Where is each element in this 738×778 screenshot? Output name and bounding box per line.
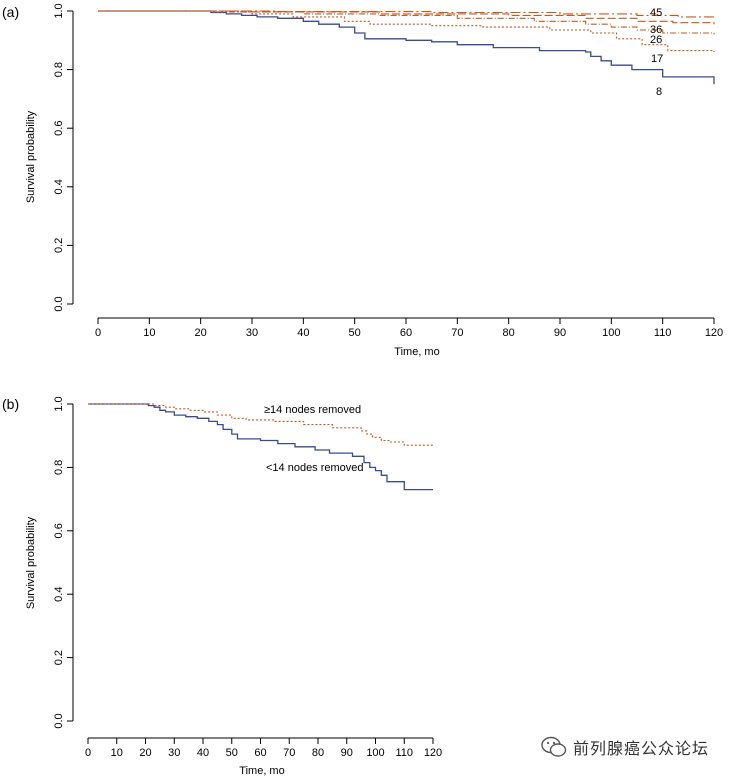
x-tick-label: 100 [602,327,620,339]
panel-b-series-group [88,403,434,491]
annotation-8: 8 [656,86,662,98]
y-tick-label: 0.2 [53,650,65,665]
panel-b-x-axis-title: Time, mo [239,765,284,777]
x-tick-label: 30 [246,327,258,339]
y-tick-label: 0.0 [53,296,65,311]
panel-a-y-axis: 0.0 0.2 0.4 0.6 0.8 1.0 [53,3,74,312]
wechat-icon [541,736,567,757]
x-tick-label: 60 [400,327,412,339]
x-tick-label: 50 [349,327,361,339]
x-tick-label: 60 [254,747,266,759]
y-tick-label: 0.4 [53,179,65,194]
y-tick-label: 0.6 [53,121,65,136]
x-tick-label: 20 [139,747,151,759]
y-tick-label: 0.8 [53,460,65,475]
y-tick-label: 0.8 [53,62,65,77]
y-tick-label: 0.6 [53,523,65,538]
watermark-text: 前列腺癌公众论坛 [573,739,710,758]
x-tick-label: 50 [226,747,238,759]
annotation-45: 45 [650,7,662,19]
panel-a: (a) 0.00.20.40.60.81.0 0 10 20 30 40 50 60 70 80… [2,3,723,358]
series-line-a-45 [98,10,714,18]
y-tick-label: 1.0 [53,396,65,411]
series-line-a-36 [98,10,715,25]
y-tick-label: 1.0 [53,3,65,18]
series-line-a-8 [98,10,715,85]
x-tick-label: 80 [312,747,324,759]
panel-a-y-axis-title: Survival probability [25,110,37,203]
x-tick-label: 80 [503,327,515,339]
watermark: 前列腺癌公众论坛 [541,733,709,761]
annotation-36: 36 [650,24,662,36]
x-tick-label: 40 [297,327,309,339]
annotation-17: 17 [651,53,663,65]
x-tick-label: 120 [424,747,442,759]
x-tick-label: 0 [95,327,101,339]
series-line-a-26 [98,10,715,35]
annotation-26: 26 [650,34,662,46]
panel-a-x-axis-title: Time, mo [394,346,439,358]
panel-b-y-axis-title: Survival probability [25,516,37,609]
x-tick-label: 30 [168,747,180,759]
panel-b: (b) 0.0 0.2 0.4 0.6 0.8 1.0 0 10 20 30 40 50 60 70 80… [2,396,442,777]
x-tick-label: 70 [451,327,463,339]
x-tick-label: 100 [366,747,384,759]
series-line-b--14-nodes-removed [88,403,434,447]
panel-b-label: (b) [2,396,19,412]
x-tick-label: 0 [85,747,91,759]
x-tick-label: 40 [197,747,209,759]
panel-a-series-group [98,10,715,85]
x-tick-label: 110 [395,747,413,759]
y-tick-label: 0.2 [53,238,65,253]
series-line-a-17 [98,10,715,52]
x-tick-label: 90 [341,747,353,759]
panel-b-x-axis: 0 10 20 30 40 50 60 70 80 90 100 110 120 [85,737,442,759]
y-tick-label: 0.0 [53,713,65,728]
x-tick-label: 20 [195,327,207,339]
x-tick-label: 70 [283,747,295,759]
x-tick-label: 10 [111,747,123,759]
panel-b-y-axis: 0.0 0.2 0.4 0.6 0.8 1.0 [53,396,74,729]
annotation-ge14: ≥14 nodes removed [264,404,361,416]
panel-a-x-axis: 0 10 20 30 40 50 60 70 80 90 100 110 120 [95,317,723,339]
y-tick-label: 0.4 [53,587,65,602]
x-tick-label: 10 [143,327,155,339]
panel-a-label: (a) [2,4,19,20]
series-line-b--14-nodes-removed [88,403,433,491]
x-tick-label: 90 [554,327,566,339]
x-tick-label: 110 [654,327,672,339]
annotation-lt14: <14 nodes removed [266,462,364,474]
x-tick-label: 120 [705,327,723,339]
